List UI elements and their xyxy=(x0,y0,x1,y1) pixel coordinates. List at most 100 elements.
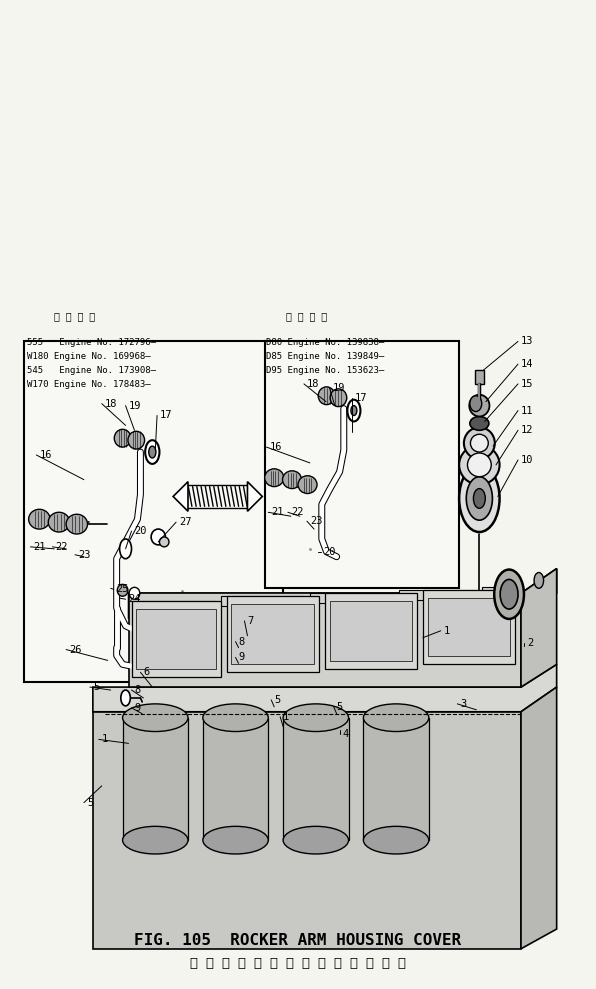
Ellipse shape xyxy=(151,529,166,545)
Polygon shape xyxy=(247,482,262,511)
Text: 19: 19 xyxy=(333,383,345,393)
Text: 2: 2 xyxy=(527,638,533,648)
Ellipse shape xyxy=(123,704,188,732)
Circle shape xyxy=(500,580,518,609)
Ellipse shape xyxy=(318,387,335,405)
Bar xyxy=(364,718,429,841)
Polygon shape xyxy=(521,569,557,687)
Circle shape xyxy=(121,690,131,706)
Ellipse shape xyxy=(283,827,349,854)
Bar xyxy=(226,596,319,673)
Polygon shape xyxy=(221,596,304,606)
Ellipse shape xyxy=(265,469,284,487)
Text: 7: 7 xyxy=(247,616,254,626)
Ellipse shape xyxy=(117,584,128,596)
Ellipse shape xyxy=(364,827,429,854)
Text: 1: 1 xyxy=(443,626,450,636)
Text: 5: 5 xyxy=(93,682,99,692)
Text: 15: 15 xyxy=(521,379,533,389)
Ellipse shape xyxy=(160,537,169,547)
Text: 27: 27 xyxy=(179,517,191,527)
Text: 16: 16 xyxy=(269,442,282,452)
Ellipse shape xyxy=(203,704,268,732)
Text: W180 Engine No. 169968—: W180 Engine No. 169968— xyxy=(27,352,151,361)
Polygon shape xyxy=(521,687,557,948)
Bar xyxy=(283,718,349,841)
Text: 4: 4 xyxy=(343,729,349,739)
Polygon shape xyxy=(135,601,215,611)
Ellipse shape xyxy=(203,827,268,854)
Bar xyxy=(265,341,458,588)
Text: 24: 24 xyxy=(129,594,141,604)
Text: 22: 22 xyxy=(55,542,68,552)
Text: 8: 8 xyxy=(238,637,245,647)
Polygon shape xyxy=(173,482,188,511)
Polygon shape xyxy=(310,593,393,603)
Circle shape xyxy=(351,405,357,415)
Text: 14: 14 xyxy=(521,359,533,369)
Bar xyxy=(132,601,221,677)
Polygon shape xyxy=(93,712,521,948)
Text: 9: 9 xyxy=(238,653,245,663)
Text: 20: 20 xyxy=(135,526,147,536)
Circle shape xyxy=(149,446,156,458)
Text: 20: 20 xyxy=(324,547,336,557)
Polygon shape xyxy=(93,665,557,712)
Bar xyxy=(330,601,412,662)
Text: 適 用 号 等: 適 用 号 等 xyxy=(286,312,327,321)
Ellipse shape xyxy=(66,514,88,534)
Ellipse shape xyxy=(298,476,317,494)
Ellipse shape xyxy=(129,587,140,599)
Ellipse shape xyxy=(128,431,145,449)
Circle shape xyxy=(466,477,492,520)
Text: 18: 18 xyxy=(307,379,319,389)
Bar xyxy=(427,598,510,657)
Bar xyxy=(203,718,268,841)
Text: 5: 5 xyxy=(274,695,281,705)
Text: 12: 12 xyxy=(521,425,533,435)
Text: W170 Engine No. 178483—: W170 Engine No. 178483— xyxy=(27,380,151,389)
Text: D85 Engine No. 139849—: D85 Engine No. 139849— xyxy=(266,352,385,361)
Text: 23: 23 xyxy=(310,516,322,526)
Text: 18: 18 xyxy=(105,399,117,408)
Text: 11: 11 xyxy=(521,405,533,415)
Text: 適 用 号 等: 適 用 号 等 xyxy=(54,312,95,321)
Text: 555   Engine No. 172796—: 555 Engine No. 172796— xyxy=(27,338,157,347)
Bar xyxy=(24,341,283,682)
Ellipse shape xyxy=(469,395,489,416)
Text: 26: 26 xyxy=(69,645,82,655)
Text: 13: 13 xyxy=(521,336,533,346)
Bar xyxy=(123,718,188,841)
Ellipse shape xyxy=(283,704,349,732)
Ellipse shape xyxy=(123,827,188,854)
Circle shape xyxy=(459,465,499,532)
Text: 3: 3 xyxy=(460,699,467,709)
Text: ロ ッ カ ア ー ム ハ ウ ジ ン グ カ バ ー: ロ ッ カ ア ー ム ハ ウ ジ ン グ カ バ ー xyxy=(190,957,406,970)
Ellipse shape xyxy=(459,445,499,485)
Ellipse shape xyxy=(364,704,429,732)
Ellipse shape xyxy=(29,509,50,529)
Ellipse shape xyxy=(464,427,495,459)
Ellipse shape xyxy=(470,416,489,430)
Text: 21: 21 xyxy=(33,542,46,552)
Circle shape xyxy=(347,400,361,421)
Text: D95 Engine No. 153623—: D95 Engine No. 153623— xyxy=(266,366,385,375)
Circle shape xyxy=(494,570,524,619)
Polygon shape xyxy=(482,587,518,597)
Text: 5: 5 xyxy=(337,702,343,712)
Ellipse shape xyxy=(114,429,131,447)
Text: 17: 17 xyxy=(355,393,367,403)
Ellipse shape xyxy=(470,396,482,411)
Text: 10: 10 xyxy=(521,455,533,465)
Text: 22: 22 xyxy=(291,507,303,517)
Text: 9: 9 xyxy=(135,703,141,713)
Text: 1: 1 xyxy=(102,735,108,745)
Bar xyxy=(325,593,417,670)
Ellipse shape xyxy=(470,434,488,452)
Text: FIG. 105  ROCKER ARM HOUSING COVER: FIG. 105 ROCKER ARM HOUSING COVER xyxy=(134,934,462,948)
Ellipse shape xyxy=(283,471,302,489)
Ellipse shape xyxy=(330,389,347,406)
Text: 1: 1 xyxy=(283,712,290,722)
Text: 8: 8 xyxy=(135,685,141,695)
Text: 6: 6 xyxy=(144,668,150,677)
